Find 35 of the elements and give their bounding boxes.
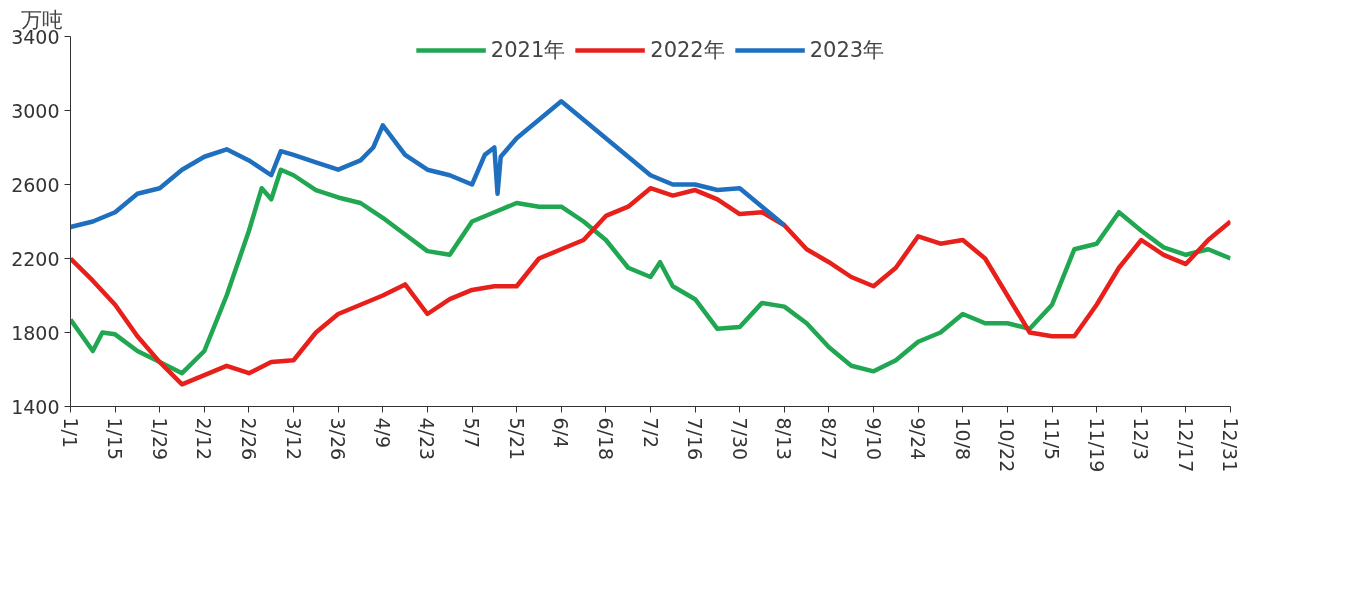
legend-label: 2023年 bbox=[809, 37, 885, 64]
x-tick-label: 3/26 bbox=[327, 417, 350, 461]
x-tick-label: 12/17 bbox=[1174, 417, 1197, 473]
x-tick-label: 5/7 bbox=[461, 417, 484, 449]
x-tick-label: 9/24 bbox=[907, 417, 930, 461]
x-tick-label: 7/16 bbox=[684, 417, 707, 461]
x-tick-label: 10/8 bbox=[951, 417, 974, 461]
x-tick-label: 5/21 bbox=[505, 417, 528, 461]
y-tick-label: 1800 bbox=[11, 321, 60, 344]
legend-label: 2022年 bbox=[650, 37, 725, 64]
x-tick-label: 6/18 bbox=[594, 417, 617, 461]
x-tick-label: 4/9 bbox=[371, 417, 394, 449]
x-tick-label: 4/23 bbox=[416, 417, 439, 461]
x-tick-label: 11/19 bbox=[1085, 417, 1108, 473]
x-tick-label: 11/5 bbox=[1041, 417, 1064, 461]
x-tick-label: 1/1 bbox=[59, 417, 82, 449]
legend-label: 2021年 bbox=[490, 37, 566, 64]
y-tick-label: 1400 bbox=[11, 395, 60, 418]
y-tick-label: 3000 bbox=[11, 99, 60, 122]
x-tick-label: 12/31 bbox=[1219, 417, 1242, 473]
x-tick-label: 2/26 bbox=[237, 417, 260, 461]
x-tick-label: 10/22 bbox=[996, 417, 1019, 473]
x-tick-label: 12/3 bbox=[1130, 417, 1153, 461]
x-tick-label: 7/2 bbox=[639, 417, 662, 449]
x-tick-label: 7/30 bbox=[728, 417, 751, 461]
x-tick-label: 3/12 bbox=[282, 417, 305, 461]
x-tick-label: 1/15 bbox=[104, 417, 127, 461]
x-tick-label: 8/27 bbox=[817, 417, 840, 461]
x-tick-label: 2/12 bbox=[193, 417, 216, 461]
y-tick-label: 2600 bbox=[11, 173, 60, 196]
y-tick-label: 2200 bbox=[11, 247, 60, 270]
x-tick-label: 8/13 bbox=[773, 417, 796, 461]
x-tick-label: 6/4 bbox=[550, 417, 573, 449]
x-tick-label: 1/29 bbox=[148, 417, 171, 461]
x-tick-label: 9/10 bbox=[862, 417, 885, 461]
